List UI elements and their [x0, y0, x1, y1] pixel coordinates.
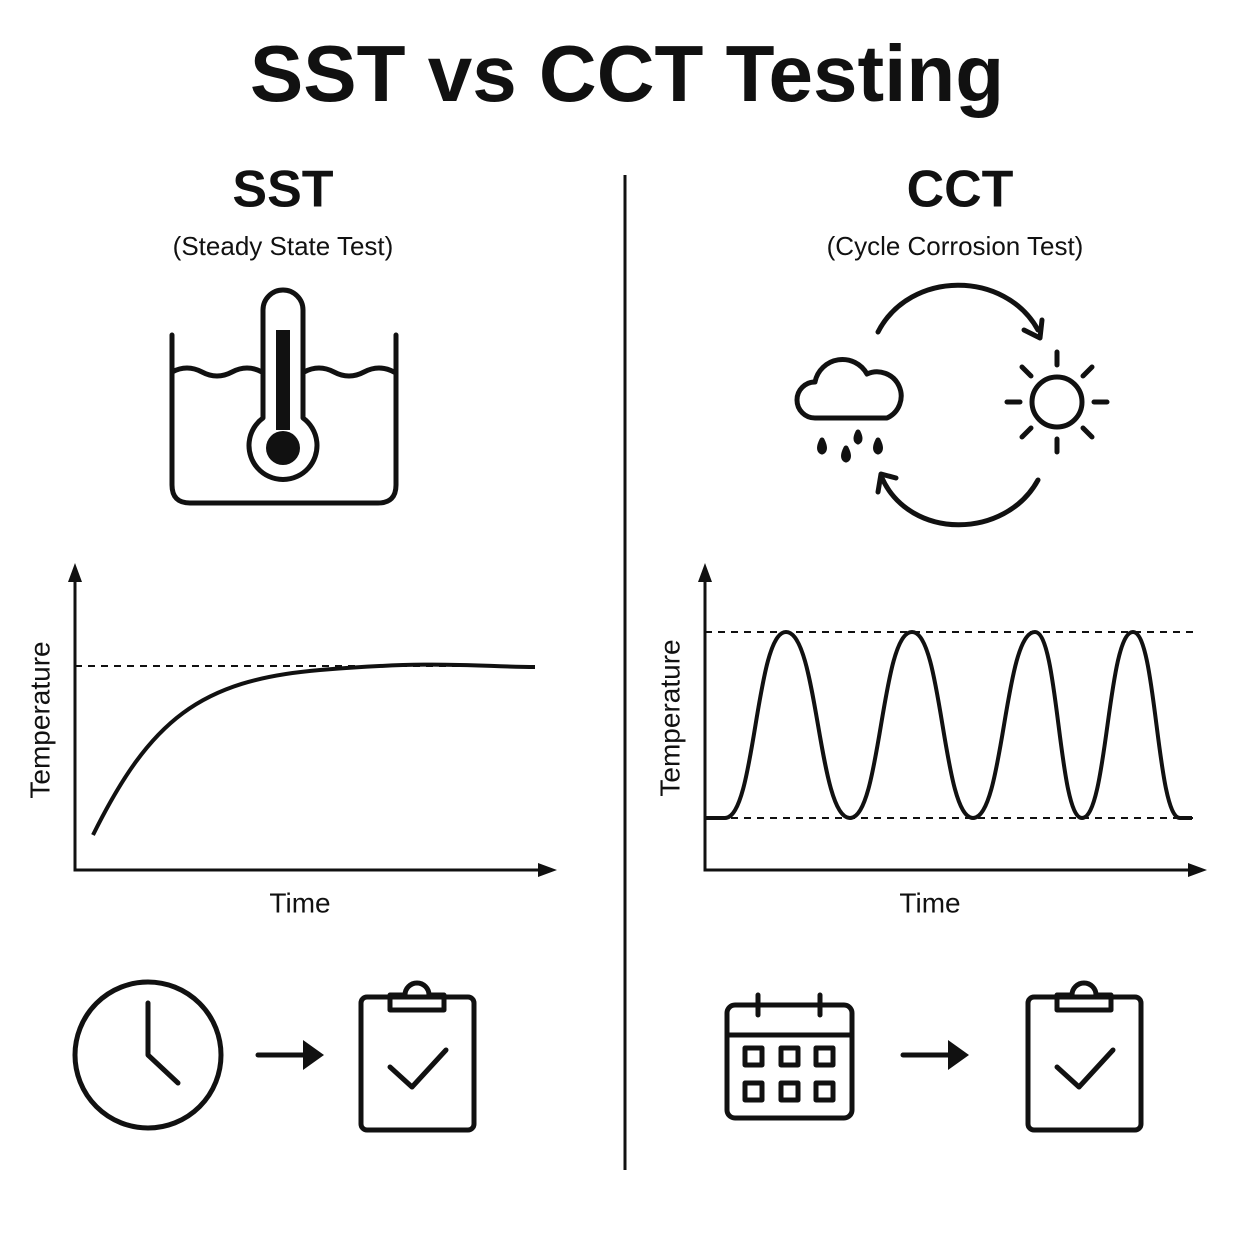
- sst-chart: [68, 563, 557, 877]
- calendar-icon: [724, 992, 855, 1121]
- sst-title: SST: [232, 161, 333, 219]
- x-axis-label: Time: [899, 887, 960, 918]
- x-axis-label: Time: [269, 887, 330, 918]
- main-title: SST vs CCT Testing: [250, 29, 1004, 118]
- arrow-head: [303, 1040, 324, 1070]
- clipboard-icon: [358, 980, 477, 1133]
- thermo-bulb: [266, 431, 300, 465]
- sst-subtitle: (Steady State Test): [173, 231, 394, 261]
- bath-icon: [169, 287, 399, 506]
- cct-chart: [698, 563, 1207, 877]
- clock-icon: [72, 979, 224, 1131]
- cct-subtitle: (Cycle Corrosion Test): [827, 231, 1084, 261]
- clipboard-icon: [1025, 980, 1144, 1133]
- thermo-bar: [276, 330, 290, 430]
- y-axis-label: Temperature: [24, 641, 55, 798]
- arrow-head: [948, 1040, 969, 1070]
- cct-title: CCT: [907, 161, 1014, 219]
- y-axis-label: Temperature: [654, 639, 685, 796]
- cycle-icon: [794, 282, 1110, 528]
